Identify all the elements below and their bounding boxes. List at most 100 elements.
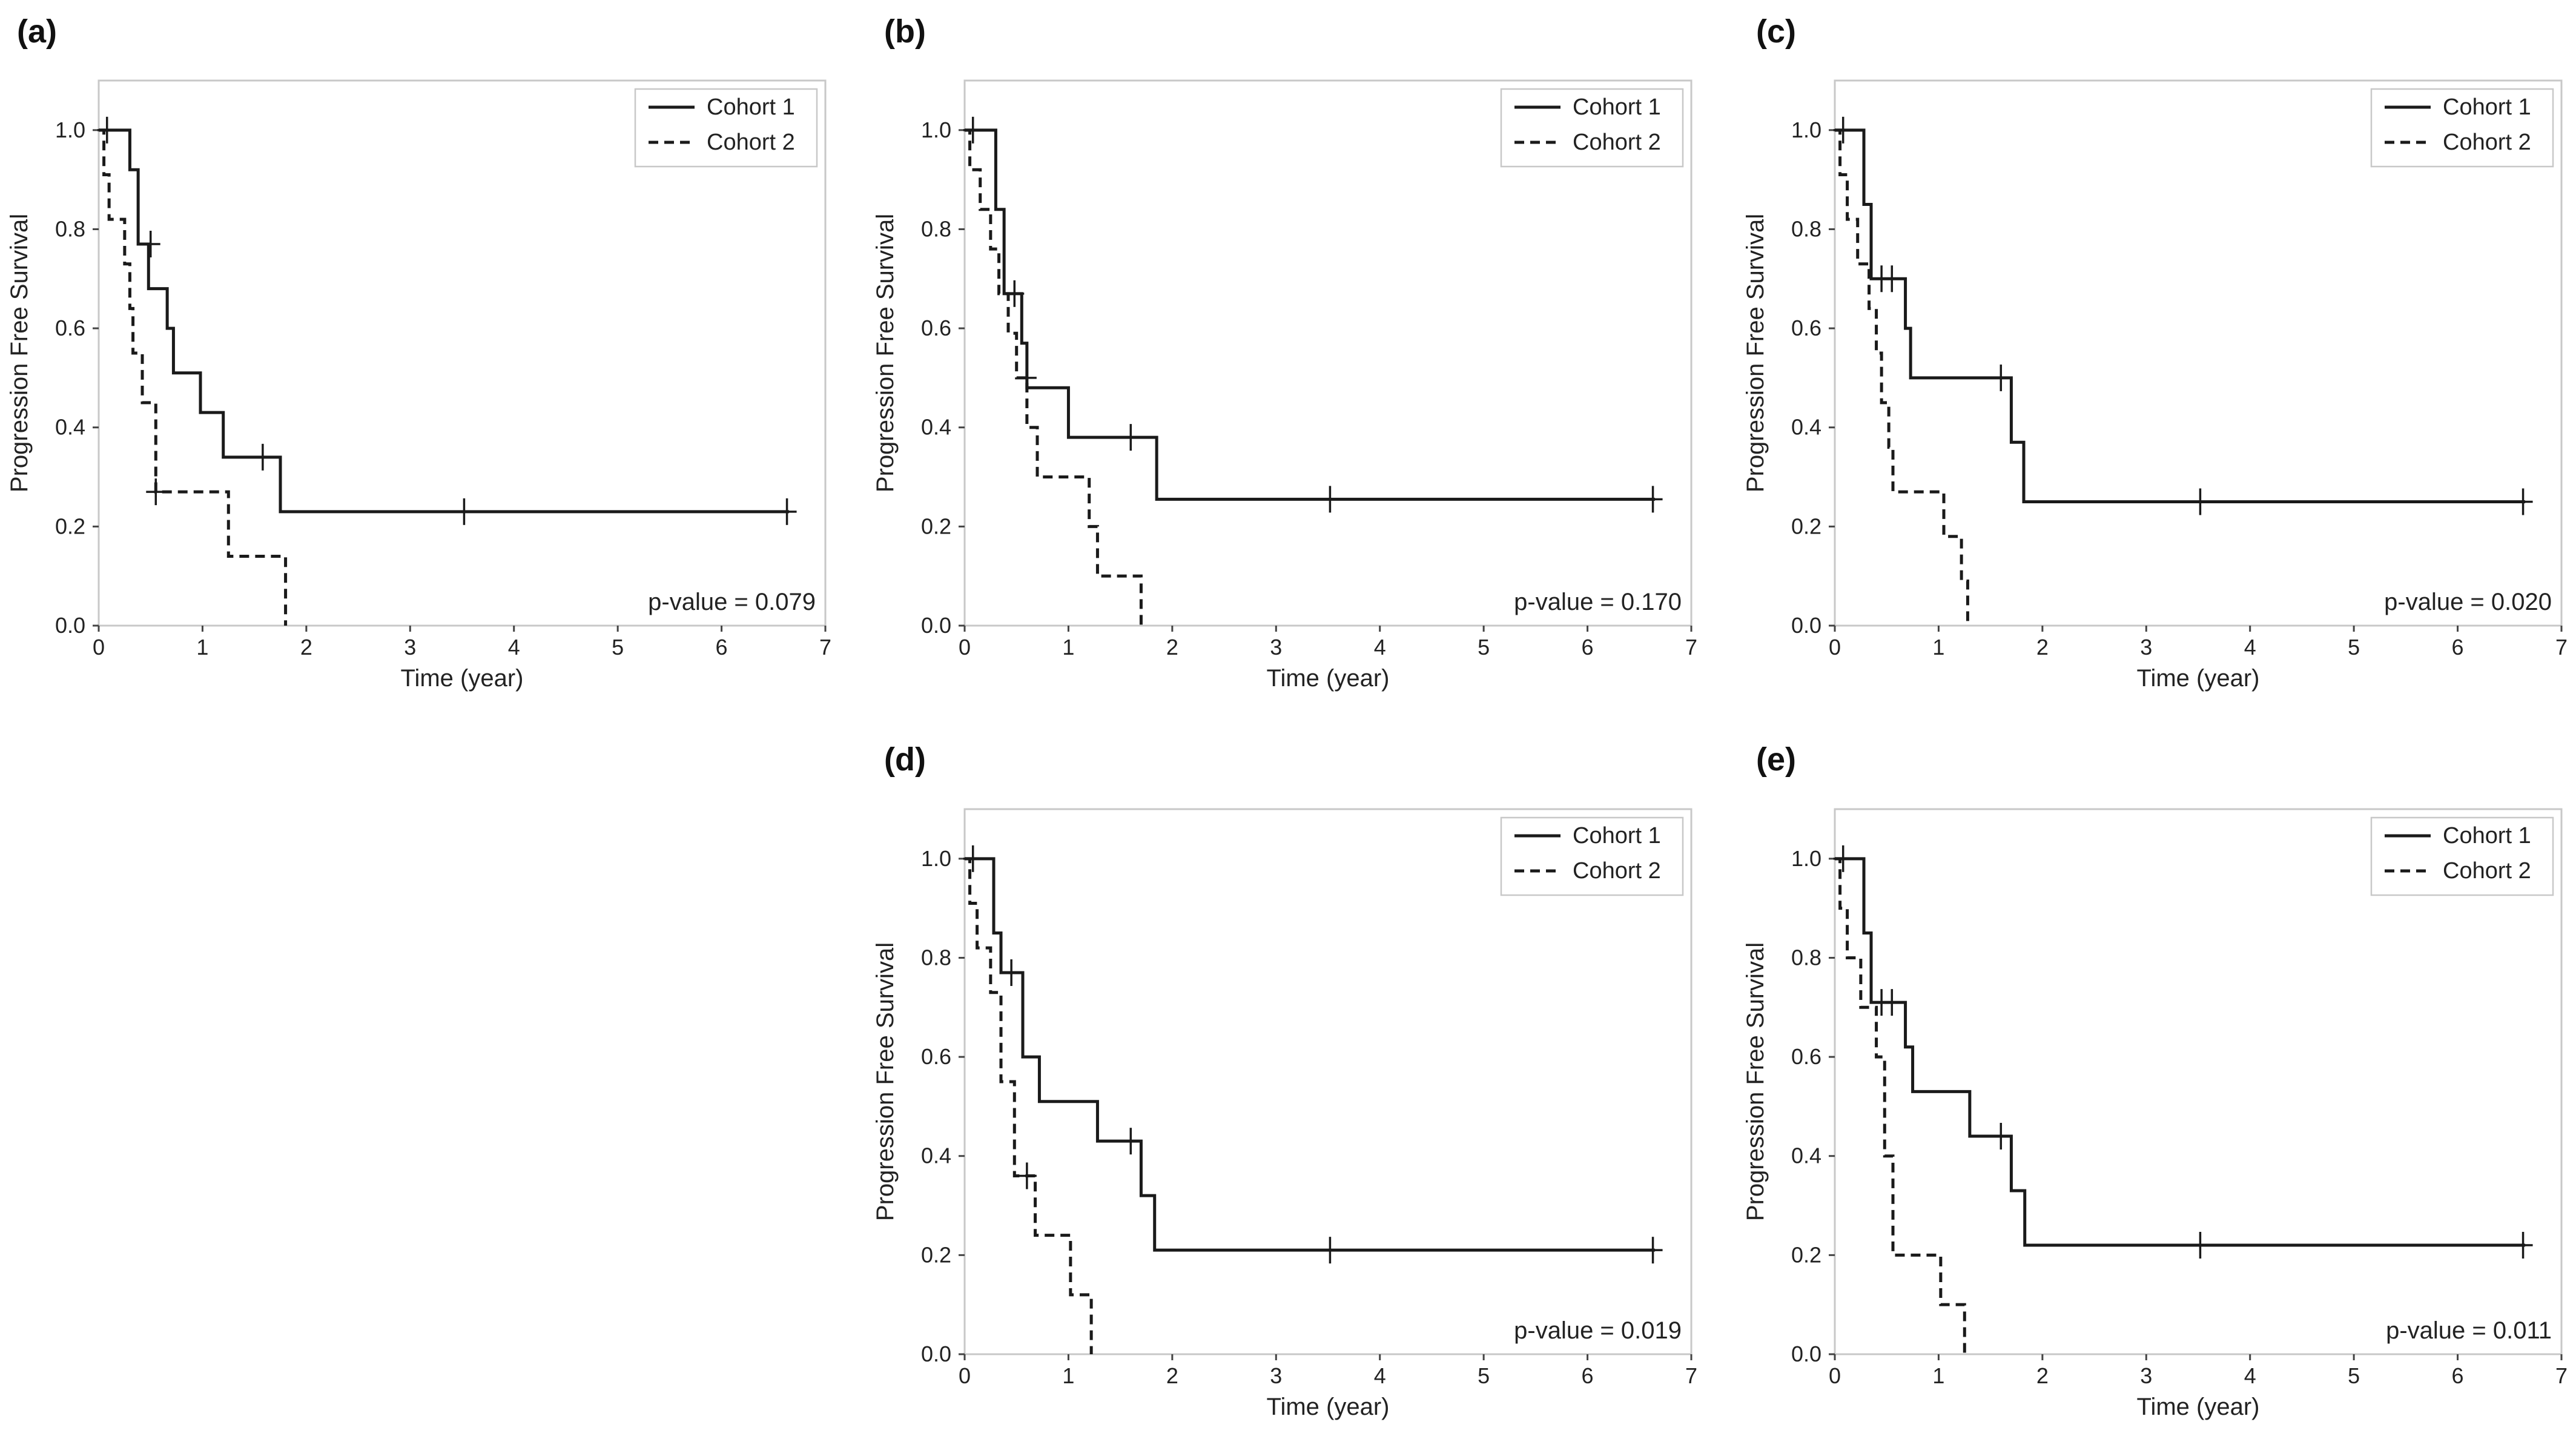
- legend: Cohort 1 Cohort 2: [634, 88, 818, 168]
- y-tick-label: 0.6: [55, 316, 85, 340]
- legend-box: [634, 88, 818, 168]
- p-value-annotation: p-value = 0.079: [648, 589, 816, 615]
- y-tick-label: 0.4: [921, 1143, 951, 1168]
- x-tick-label: 6: [2452, 1363, 2464, 1388]
- x-tick-label: 3: [1270, 1363, 1282, 1388]
- x-tick-label: 2: [2036, 635, 2049, 660]
- x-tick-label: 5: [612, 635, 624, 660]
- y-axis-label: Progression Free Survival: [872, 214, 899, 492]
- series-cohort-2: [1835, 857, 1966, 1354]
- x-tick-label: 3: [2140, 1363, 2152, 1388]
- y-axis-label: Progression Free Survival: [872, 942, 899, 1221]
- x-tick-label: 7: [2555, 1363, 2568, 1388]
- p-value-annotation: p-value = 0.011: [2386, 1317, 2552, 1344]
- panel-b: (b) 0 1 2 3 4 5 6 7 0.0 0.2 0.4 0.6 0.8 1.0 Time (year)…: [872, 13, 1697, 692]
- y-tick-label: 0.4: [1791, 415, 1821, 440]
- x-tick-label: 2: [2036, 1363, 2049, 1388]
- y-tick-label: 0.4: [1791, 1143, 1821, 1168]
- survival-curve: [965, 128, 1143, 626]
- series-cohort-1: [1833, 845, 2533, 1259]
- x-axis-label: Time (year): [401, 665, 524, 692]
- y-tick-label: 0.6: [1791, 316, 1821, 340]
- x-tick-label: 5: [1478, 1363, 1490, 1388]
- p-value-annotation: p-value = 0.020: [2384, 589, 2552, 615]
- y-tick-label: 0.2: [921, 1242, 951, 1267]
- y-tick-label: 1.0: [1791, 846, 1821, 871]
- x-axis-label: Time (year): [2137, 1394, 2260, 1420]
- x-tick-label: 0: [1829, 1363, 1841, 1388]
- panel-label: (d): [884, 741, 926, 778]
- x-axis-label: Time (year): [1267, 1394, 1390, 1420]
- y-tick-label: 0.8: [921, 216, 951, 241]
- x-tick-label: 2: [1166, 1363, 1178, 1388]
- x-tick-label: 4: [2244, 635, 2256, 660]
- survival-curve: [1835, 857, 1966, 1354]
- x-tick-label: 2: [1166, 635, 1178, 660]
- legend-label: Cohort 1: [1573, 94, 1661, 120]
- x-tick-label: 0: [1829, 635, 1841, 660]
- y-tick-label: 0.0: [1791, 613, 1821, 638]
- y-tick-label: 0.6: [1791, 1044, 1821, 1069]
- y-tick-label: 0.0: [921, 613, 951, 638]
- y-tick-label: 0.4: [55, 415, 85, 440]
- survival-curve: [1835, 128, 1969, 626]
- x-axis-label: Time (year): [1267, 665, 1390, 692]
- legend-label: Cohort 2: [1573, 130, 1661, 155]
- x-tick-label: 5: [2348, 635, 2360, 660]
- p-value-annotation: p-value = 0.170: [1514, 589, 1682, 615]
- x-tick-label: 7: [1685, 635, 1697, 660]
- legend-label: Cohort 1: [1573, 823, 1661, 849]
- legend-label: Cohort 1: [2443, 94, 2531, 120]
- series-cohort-2: [1835, 128, 1969, 626]
- legend-box: [2370, 88, 2554, 168]
- y-tick-label: 0.0: [1791, 1341, 1821, 1366]
- panel-d: (d) 0 1 2 3 4 5 6 7 0.0 0.2 0.4 0.6 0.8 1.0 Time (year)…: [872, 741, 1697, 1420]
- series-cohort-1: [1833, 116, 2533, 515]
- legend-label: Cohort 2: [707, 130, 795, 155]
- x-tick-label: 5: [2348, 1363, 2360, 1388]
- y-axis-label: Progression Free Survival: [6, 214, 33, 492]
- x-tick-label: 1: [1062, 1363, 1074, 1388]
- series-cohort-2: [965, 857, 1093, 1354]
- y-tick-label: 0.2: [921, 514, 951, 538]
- legend-label: Cohort 2: [2443, 130, 2531, 155]
- survival-curve: [965, 857, 1093, 1354]
- x-tick-label: 7: [2555, 635, 2568, 660]
- x-tick-label: 1: [196, 635, 208, 660]
- x-tick-label: 4: [508, 635, 520, 660]
- x-tick-label: 4: [1374, 635, 1386, 660]
- survival-curve: [965, 857, 1655, 1252]
- x-tick-label: 4: [2244, 1363, 2256, 1388]
- x-tick-label: 1: [1932, 635, 1944, 660]
- y-tick-label: 0.2: [55, 514, 85, 538]
- y-axis-label: Progression Free Survival: [1742, 942, 1769, 1221]
- legend: Cohort 1 Cohort 2: [1500, 816, 1684, 896]
- y-tick-label: 0.6: [921, 1044, 951, 1069]
- x-tick-label: 2: [300, 635, 312, 660]
- x-tick-label: 1: [1932, 1363, 1944, 1388]
- y-tick-label: 1.0: [55, 117, 85, 142]
- plot-frame: [97, 79, 827, 627]
- x-tick-label: 7: [1685, 1363, 1697, 1388]
- y-tick-label: 1.0: [1791, 117, 1821, 142]
- y-tick-label: 0.2: [1791, 514, 1821, 538]
- panel-label: (a): [17, 13, 57, 50]
- legend-label: Cohort 1: [707, 94, 795, 120]
- y-tick-label: 0.8: [55, 216, 85, 241]
- legend-box: [1500, 88, 1684, 168]
- y-tick-label: 0.8: [921, 945, 951, 970]
- y-tick-label: 0.8: [1791, 216, 1821, 241]
- legend-box: [1500, 816, 1684, 896]
- legend: Cohort 1 Cohort 2: [2370, 816, 2554, 896]
- y-tick-label: 0.0: [921, 1341, 951, 1366]
- survival-curve: [99, 128, 789, 514]
- series-cohort-2: [965, 128, 1143, 626]
- x-tick-label: 4: [1374, 1363, 1386, 1388]
- x-tick-label: 0: [93, 635, 105, 660]
- panel-c: (c) 0 1 2 3 4 5 6 7 0.0 0.2 0.4 0.6 0.8 1.0 Time (year)…: [1742, 13, 2568, 692]
- survival-curve: [99, 128, 288, 626]
- survival-curve: [1835, 128, 2525, 503]
- series-cohort-2: [99, 128, 288, 626]
- x-tick-label: 6: [1582, 1363, 1594, 1388]
